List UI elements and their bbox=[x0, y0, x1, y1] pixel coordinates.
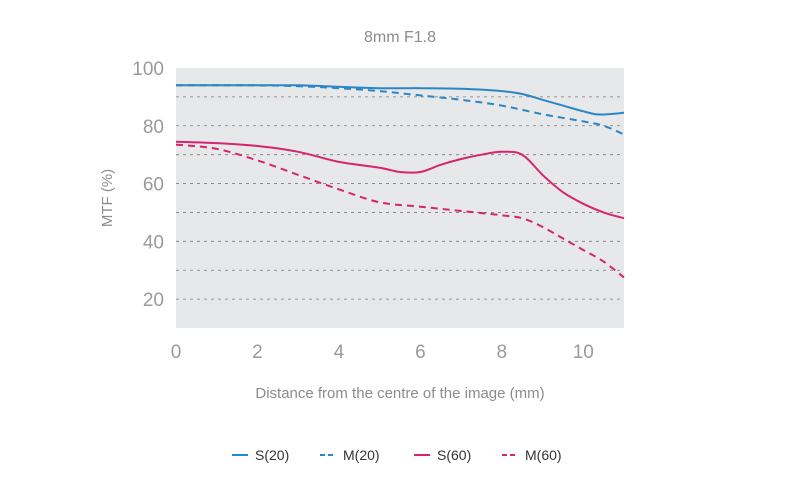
series-line-m-60 bbox=[175, 143, 625, 279]
y-tick-label: 60 bbox=[143, 175, 164, 196]
chart-title: 8mm F1.8 bbox=[364, 29, 436, 46]
series-line-s-60 bbox=[175, 140, 625, 220]
series-line-m-20 bbox=[176, 84, 625, 136]
legend-label: M(60) bbox=[525, 447, 562, 463]
x-tick-label: 4 bbox=[334, 342, 345, 363]
legend-label: S(60) bbox=[437, 447, 471, 463]
plot-area bbox=[176, 68, 624, 328]
y-tick-label: 20 bbox=[143, 290, 164, 311]
y-tick-label: 100 bbox=[132, 59, 164, 80]
y-axis-label: MTF (%) bbox=[99, 169, 116, 227]
x-tick-labels: 0 2 4 6 8 10 bbox=[171, 342, 594, 363]
y-tick-label: 40 bbox=[143, 232, 164, 253]
x-tick-label: 10 bbox=[573, 342, 594, 363]
legend-label: S(20) bbox=[255, 447, 289, 463]
legend-label: M(20) bbox=[343, 447, 380, 463]
x-tick-label: 6 bbox=[415, 342, 426, 363]
x-tick-label: 8 bbox=[497, 342, 508, 363]
x-tick-label: 2 bbox=[252, 342, 263, 363]
y-tick-labels: 20 40 60 80 100 bbox=[132, 59, 164, 311]
series-lines bbox=[175, 84, 625, 279]
grid-lines bbox=[176, 96, 624, 300]
x-axis-label: Distance from the centre of the image (m… bbox=[255, 385, 544, 402]
legend: S(20) M(20) S(60) M(60) bbox=[232, 447, 562, 463]
y-tick-label: 80 bbox=[143, 117, 164, 138]
x-tick-label: 0 bbox=[171, 342, 182, 363]
